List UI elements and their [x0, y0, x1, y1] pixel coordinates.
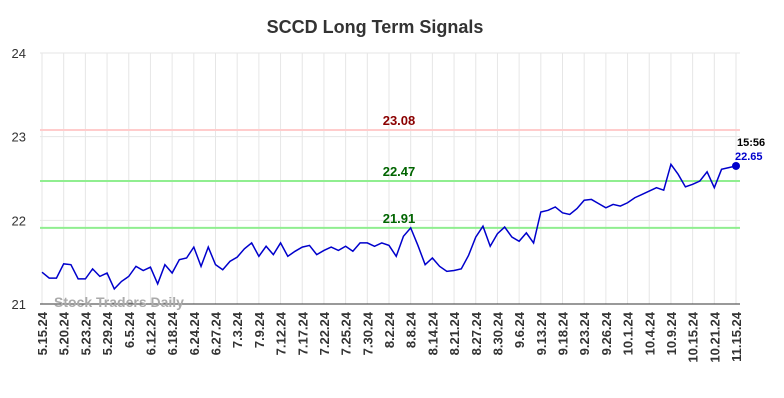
- x-tick-label: 8.27.24: [469, 311, 484, 355]
- x-tick-label: 8.2.24: [382, 311, 397, 348]
- x-tick-label: 7.22.24: [317, 311, 332, 355]
- x-tick-label: 6.12.24: [143, 311, 158, 355]
- x-tick-label: 9.23.24: [577, 311, 592, 355]
- x-tick-label: 7.25.24: [339, 311, 354, 355]
- x-tick-label: 8.8.24: [404, 311, 419, 348]
- last-value: 22.65: [735, 151, 763, 163]
- x-tick-label: 10.9.24: [664, 311, 679, 355]
- x-tick-label: 6.27.24: [209, 311, 224, 355]
- reference-label: 21.91: [383, 211, 416, 226]
- last-point: [732, 161, 740, 170]
- y-tick-label: 24: [12, 46, 26, 61]
- x-tick-label: 10.1.24: [621, 311, 636, 355]
- x-tick-label: 7.12.24: [274, 311, 289, 355]
- x-tick-label: 5.23.24: [78, 311, 93, 355]
- y-tick-label: 21: [12, 297, 26, 312]
- x-tick-label: 7.30.24: [360, 311, 375, 355]
- x-tick-label: 5.15.24: [35, 311, 50, 355]
- x-tick-label: 5.20.24: [57, 311, 72, 355]
- x-tick-label: 8.14.24: [425, 311, 440, 355]
- chart-title: SCCD Long Term Signals: [267, 17, 484, 37]
- x-tick-label: 7.17.24: [295, 311, 310, 355]
- x-tick-label: 9.26.24: [599, 311, 614, 355]
- x-tick-label: 6.5.24: [122, 311, 137, 348]
- x-tick-label: 7.9.24: [252, 311, 267, 348]
- price-line: [41, 162, 737, 291]
- x-tick-label: 10.4.24: [642, 311, 657, 355]
- reference-label: 23.08: [383, 113, 416, 128]
- x-tick-label: 9.13.24: [534, 311, 549, 355]
- x-tick-label: 6.18.24: [165, 311, 180, 355]
- x-tick-label: 8.30.24: [490, 311, 505, 355]
- x-tick-label: 10.15.24: [686, 311, 701, 362]
- reference-label: 22.47: [383, 164, 416, 179]
- x-tick-label: 5.29.24: [100, 311, 115, 355]
- x-tick-label: 7.3.24: [230, 311, 245, 348]
- x-tick-label: 9.18.24: [556, 311, 571, 355]
- x-tick-label: 6.24.24: [187, 311, 202, 355]
- x-tick-label: 10.21.24: [707, 311, 722, 362]
- x-tick-label: 11.15.24: [729, 311, 744, 362]
- watermark: Stock Traders Daily: [54, 294, 184, 310]
- x-tick-label: 9.6.24: [512, 311, 527, 348]
- y-tick-label: 22: [12, 213, 26, 228]
- x-tick-label: 8.21.24: [447, 311, 462, 355]
- y-tick-label: 23: [12, 130, 26, 145]
- last-time: 15:56: [737, 137, 765, 149]
